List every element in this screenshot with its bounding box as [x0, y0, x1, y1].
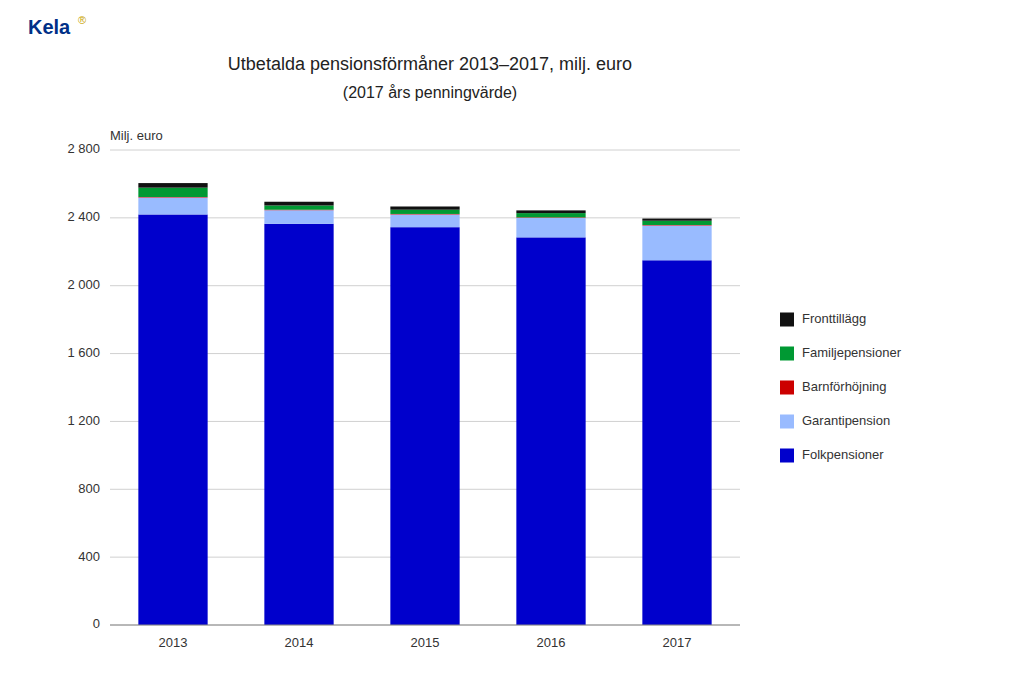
y-tick-label: 2 000: [67, 277, 100, 292]
logo-mark: ®: [78, 14, 86, 26]
legend-swatch: [780, 449, 794, 463]
bar-segment: [138, 188, 207, 197]
bar-segment: [138, 214, 207, 625]
legend-label: Folkpensioner: [802, 447, 884, 462]
bar-segment: [516, 210, 585, 213]
bar-segment: [642, 221, 711, 225]
bar-segment: [516, 213, 585, 217]
grid-line: [110, 625, 740, 626]
x-tick-label: 2014: [285, 635, 314, 650]
chart: 0 400 800 1 200 1 600 2 000 2 400 2 800 Milj. eu…: [0, 0, 1024, 699]
legend: Fronttillägg Familjepensioner Barnförhöjni…: [780, 311, 902, 463]
legend-swatch: [780, 381, 794, 395]
subtitle: (2017 års penningvärde): [343, 84, 517, 101]
y-tick-label: 800: [78, 481, 100, 496]
bar-segment: [264, 205, 333, 209]
y-axis-label: Milj. euro: [110, 128, 163, 143]
bar-segment: [138, 183, 207, 188]
legend-label: Fronttillägg: [802, 311, 866, 326]
bar-segment: [390, 206, 459, 209]
legend-label: Garantipension: [802, 413, 890, 428]
bar-segment: [516, 237, 585, 625]
title: Utbetalda pensionsförmåner 2013–2017, mi…: [228, 54, 632, 74]
legend-swatch: [780, 415, 794, 429]
legend-label: Barnförhöjning: [802, 379, 887, 394]
y-tick-label: 2 800: [67, 141, 100, 156]
y-tick-label: 1 200: [67, 413, 100, 428]
bar-segment: [642, 225, 711, 260]
logo-text: Kela: [28, 16, 71, 38]
x-tick-label: 2016: [537, 635, 566, 650]
legend-swatch: [780, 313, 794, 327]
x-tick-label: 2015: [411, 635, 440, 650]
y-tick-label: 2 400: [67, 209, 100, 224]
y-tick-label: 400: [78, 549, 100, 564]
y-axis: 0 400 800 1 200 1 600 2 000 2 400 2 800: [67, 141, 100, 631]
x-tick-label: 2017: [663, 635, 692, 650]
bar-segment: [390, 210, 459, 214]
bars: [138, 183, 711, 625]
bar-segment: [642, 260, 711, 625]
y-tick-label: 0: [93, 616, 100, 631]
bar-segment: [390, 227, 459, 625]
legend-label: Familjepensioner: [802, 345, 902, 360]
bar-segment: [264, 224, 333, 625]
bar-segment: [138, 198, 207, 215]
x-tick-label: 2013: [159, 635, 188, 650]
bar-segment: [264, 202, 333, 206]
bar-segment: [264, 210, 333, 224]
x-axis: 2013 2014 2015 2016 2017: [110, 625, 740, 650]
x-axis-line: [110, 625, 740, 626]
bar-segment: [516, 218, 585, 238]
y-tick-label: 1 600: [67, 345, 100, 360]
legend-swatch: [780, 347, 794, 361]
bar-segment: [390, 214, 459, 227]
bar-segment: [642, 219, 711, 221]
grid-line: [110, 150, 740, 151]
grid: [110, 150, 740, 625]
